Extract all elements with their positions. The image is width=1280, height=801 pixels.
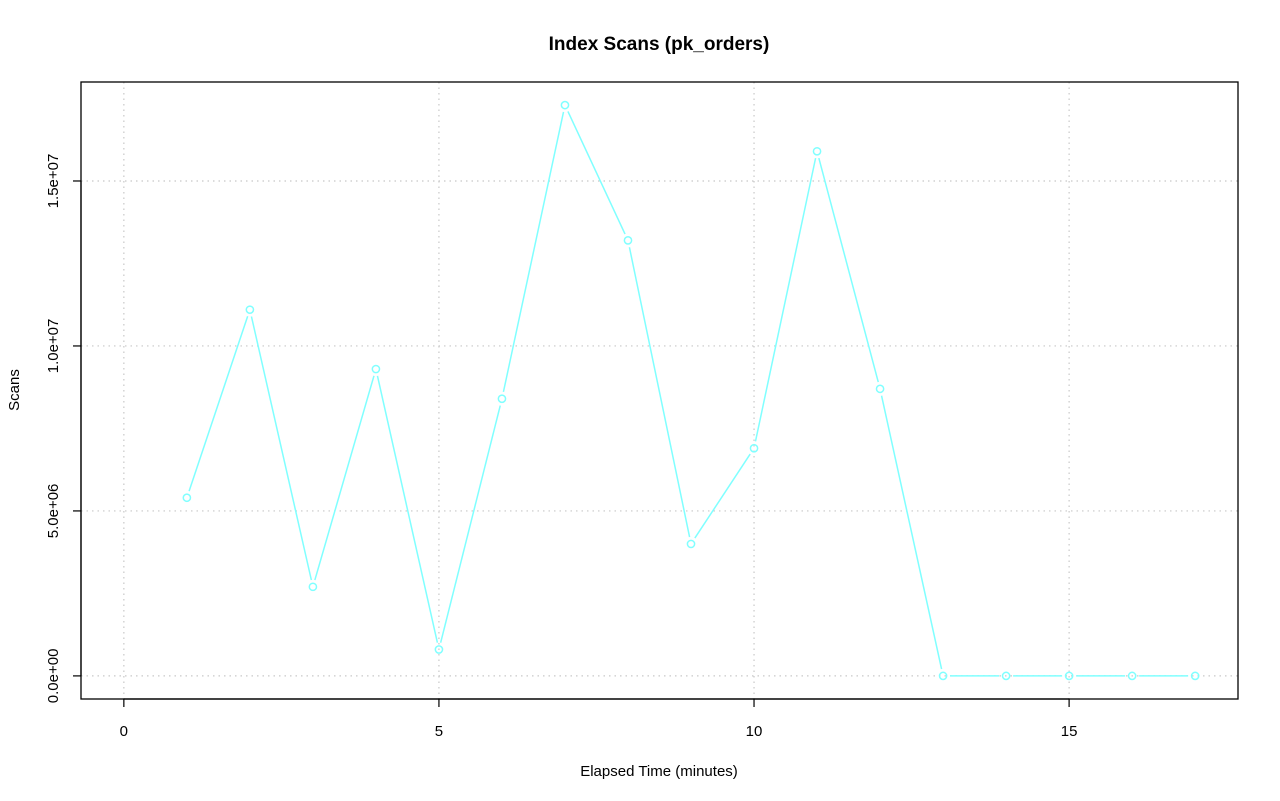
y-axis-label: Scans	[6, 369, 23, 411]
series-line-group	[182, 100, 1200, 681]
data-point	[560, 100, 570, 110]
data-point	[308, 582, 318, 592]
series-line-segment	[694, 453, 751, 539]
data-point	[686, 539, 696, 549]
series-line-segment	[880, 395, 943, 670]
data-point	[182, 493, 192, 503]
x-axis-label: Elapsed Time (minutes)	[580, 763, 738, 780]
x-tick-label: 15	[1061, 723, 1078, 740]
y-tick-label: 5.0e+06	[45, 484, 62, 539]
data-point	[749, 443, 759, 453]
series-line-segment	[754, 157, 817, 442]
series-line-segment	[188, 316, 249, 492]
data-point	[812, 146, 822, 156]
data-point	[497, 394, 507, 404]
series-line-segment	[818, 157, 879, 383]
grid	[81, 82, 1238, 699]
series-line-segment	[567, 111, 626, 235]
data-point	[938, 671, 948, 681]
data-point	[371, 364, 381, 374]
series-line-segment	[628, 247, 691, 538]
y-tick-label: 0.0e+00	[45, 649, 62, 704]
data-point	[245, 305, 255, 315]
x-tick-label: 5	[435, 723, 443, 740]
data-point	[1127, 671, 1137, 681]
series-line-segment	[250, 316, 313, 581]
x-tick-label: 0	[120, 723, 128, 740]
x-tick-label: 10	[746, 723, 763, 740]
series-line-segment	[502, 111, 565, 393]
data-point	[1190, 671, 1200, 681]
data-point	[623, 236, 633, 245]
data-point	[875, 384, 885, 394]
y-tick-label: 1.0e+07	[45, 319, 62, 374]
series-line-segment	[439, 405, 501, 643]
data-point	[1001, 671, 1011, 681]
series-line-segment	[314, 375, 375, 581]
chart-title: Index Scans (pk_orders)	[549, 34, 770, 55]
y-tick-label: 1.5e+07	[45, 154, 62, 209]
data-point	[434, 645, 444, 654]
x-axis: 0 5 10 15	[120, 698, 1078, 740]
data-point	[1064, 671, 1074, 681]
series-line-segment	[376, 375, 439, 643]
y-axis: 0.0e+00 5.0e+06 1.0e+07 1.5e+07	[45, 154, 82, 704]
